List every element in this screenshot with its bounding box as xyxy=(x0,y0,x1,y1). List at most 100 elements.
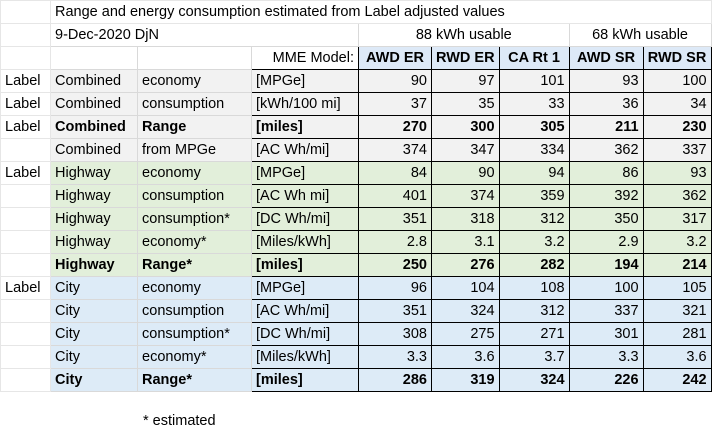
value-cell[interactable]: 270 xyxy=(358,115,432,139)
value-cell[interactable]: 90 xyxy=(431,161,500,185)
row-unit[interactable]: [MPGe] xyxy=(251,69,359,93)
value-cell[interactable]: 334 xyxy=(498,138,570,162)
row-metric[interactable]: consumption* xyxy=(137,207,252,231)
value-cell[interactable]: 211 xyxy=(568,115,644,139)
value-cell[interactable]: 3.6 xyxy=(431,345,500,369)
row-category[interactable]: City xyxy=(50,345,138,369)
value-cell[interactable]: 359 xyxy=(498,184,570,208)
model-header[interactable]: CA Rt 1 xyxy=(498,46,570,70)
row-category[interactable]: City xyxy=(50,322,138,346)
value-cell[interactable]: 34 xyxy=(642,92,712,116)
sheet-title[interactable]: Range and energy consumption estimated f… xyxy=(50,0,712,24)
value-cell[interactable]: 276 xyxy=(431,253,500,277)
value-cell[interactable]: 93 xyxy=(568,69,644,93)
value-cell[interactable]: 305 xyxy=(498,115,570,139)
row-category[interactable]: Combined xyxy=(50,92,138,116)
value-cell[interactable]: 337 xyxy=(568,299,644,323)
row-unit[interactable]: [AC Wh/mi] xyxy=(251,299,359,323)
value-cell[interactable]: 401 xyxy=(358,184,432,208)
value-cell[interactable]: 104 xyxy=(431,276,500,300)
value-cell[interactable]: 319 xyxy=(431,368,500,392)
row-label-tag[interactable] xyxy=(0,322,51,346)
row-label-tag[interactable]: Label xyxy=(0,115,51,139)
row-unit[interactable]: [DC Wh/mi] xyxy=(251,207,359,231)
row-label-tag[interactable]: Label xyxy=(0,92,51,116)
value-cell[interactable]: 351 xyxy=(358,299,432,323)
value-cell[interactable]: 281 xyxy=(642,322,712,346)
value-cell[interactable]: 97 xyxy=(431,69,500,93)
value-cell[interactable]: 94 xyxy=(498,161,570,185)
row-category[interactable]: Highway xyxy=(50,207,138,231)
row-category[interactable]: Highway xyxy=(50,184,138,208)
row-unit[interactable]: [MPGe] xyxy=(251,276,359,300)
value-cell[interactable]: 242 xyxy=(642,368,712,392)
value-cell[interactable]: 392 xyxy=(568,184,644,208)
row-label-tag[interactable]: Label xyxy=(0,161,51,185)
row-label-tag[interactable] xyxy=(0,184,51,208)
row-category[interactable]: Combined xyxy=(50,69,138,93)
model-header[interactable]: RWD ER xyxy=(431,46,500,70)
value-cell[interactable]: 324 xyxy=(498,368,570,392)
value-cell[interactable]: 84 xyxy=(358,161,432,185)
row-unit[interactable]: [MPGe] xyxy=(251,161,359,185)
value-cell[interactable]: 286 xyxy=(358,368,432,392)
value-cell[interactable]: 318 xyxy=(431,207,500,231)
value-cell[interactable]: 105 xyxy=(642,276,712,300)
row-category[interactable]: City xyxy=(50,276,138,300)
value-cell[interactable]: 317 xyxy=(642,207,712,231)
row-category[interactable]: Combined xyxy=(50,115,138,139)
row-metric[interactable]: consumption xyxy=(137,92,252,116)
value-cell[interactable]: 3.2 xyxy=(498,230,570,254)
row-category[interactable]: Combined xyxy=(50,138,138,162)
value-cell[interactable]: 101 xyxy=(498,69,570,93)
row-metric[interactable]: Range* xyxy=(137,368,252,392)
model-label[interactable]: MME Model: xyxy=(251,46,359,70)
value-cell[interactable]: 36 xyxy=(568,92,644,116)
row-metric[interactable]: Range* xyxy=(137,253,252,277)
value-cell[interactable]: 194 xyxy=(568,253,644,277)
value-cell[interactable]: 362 xyxy=(642,184,712,208)
row-label-tag[interactable] xyxy=(0,253,51,277)
row-category[interactable]: City xyxy=(50,368,138,392)
row-metric[interactable]: from MPGe xyxy=(137,138,252,162)
model-header[interactable]: AWD SR xyxy=(568,46,644,70)
row-metric[interactable]: economy* xyxy=(137,345,252,369)
value-cell[interactable]: 374 xyxy=(358,138,432,162)
model-header[interactable]: RWD SR xyxy=(642,46,712,70)
value-cell[interactable]: 250 xyxy=(358,253,432,277)
row-unit[interactable]: [AC Wh mi] xyxy=(251,184,359,208)
row-label-tag[interactable]: Label xyxy=(0,69,51,93)
row-category[interactable]: City xyxy=(50,299,138,323)
value-cell[interactable]: 93 xyxy=(642,161,712,185)
value-cell[interactable]: 347 xyxy=(431,138,500,162)
row-unit[interactable]: [miles] xyxy=(251,115,359,139)
row-metric[interactable]: consumption xyxy=(137,299,252,323)
value-cell[interactable]: 312 xyxy=(498,207,570,231)
value-cell[interactable]: 3.3 xyxy=(358,345,432,369)
value-cell[interactable]: 271 xyxy=(498,322,570,346)
value-cell[interactable]: 3.3 xyxy=(568,345,644,369)
row-unit[interactable]: [kWh/100 mi] xyxy=(251,92,359,116)
value-cell[interactable]: 86 xyxy=(568,161,644,185)
cell[interactable] xyxy=(0,46,51,70)
value-cell[interactable]: 374 xyxy=(431,184,500,208)
row-metric[interactable]: Range xyxy=(137,115,252,139)
row-unit[interactable]: [Miles/kWh] xyxy=(251,230,359,254)
row-metric[interactable]: economy xyxy=(137,276,252,300)
value-cell[interactable]: 2.9 xyxy=(568,230,644,254)
row-metric[interactable]: consumption* xyxy=(137,322,252,346)
row-unit[interactable]: [AC Wh/mi] xyxy=(251,138,359,162)
row-label-tag[interactable]: Label xyxy=(0,276,51,300)
value-cell[interactable]: 35 xyxy=(431,92,500,116)
value-cell[interactable]: 3.7 xyxy=(498,345,570,369)
row-metric[interactable]: consumption xyxy=(137,184,252,208)
value-cell[interactable]: 3.1 xyxy=(431,230,500,254)
value-cell[interactable]: 362 xyxy=(568,138,644,162)
value-cell[interactable]: 37 xyxy=(358,92,432,116)
row-unit[interactable]: [DC Wh/mi] xyxy=(251,322,359,346)
value-cell[interactable]: 3.6 xyxy=(642,345,712,369)
cell[interactable] xyxy=(0,0,51,24)
cell[interactable] xyxy=(0,23,51,47)
model-header[interactable]: AWD ER xyxy=(358,46,432,70)
value-cell[interactable]: 100 xyxy=(642,69,712,93)
